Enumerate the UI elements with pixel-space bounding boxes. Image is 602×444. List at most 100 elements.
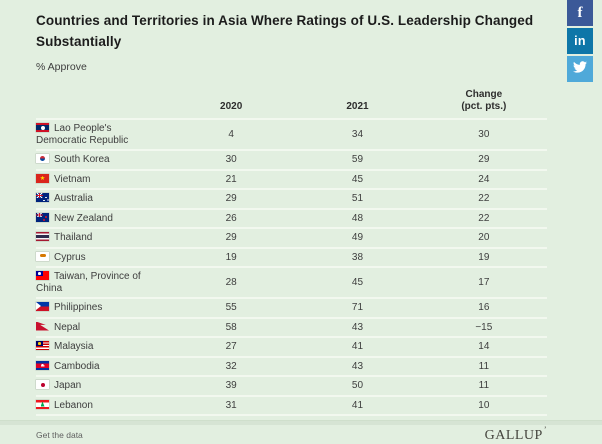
table-row: Malaysia 27 41 14 [36, 338, 547, 358]
linkedin-icon: in [574, 34, 586, 48]
country-cell: Cyprus [36, 251, 154, 264]
data-table: 2020 2021 Change (pct. pts.) Lao People'… [36, 85, 547, 416]
get-the-data-link[interactable]: Get the data [36, 429, 83, 440]
column-header-2020: 2020 [220, 101, 243, 112]
country-name: Japan [54, 380, 82, 391]
value-2021: 48 [351, 212, 364, 224]
country-name: South Korea [54, 154, 110, 165]
value-2020: 29 [225, 193, 237, 205]
twitter-share-button[interactable] [567, 56, 593, 82]
country-cell: Australia [36, 193, 154, 205]
value-2021: 38 [351, 251, 364, 263]
facebook-share-button[interactable]: f [567, 0, 593, 26]
country-name: New Zealand [54, 212, 113, 224]
country-cell: Cambodia [36, 360, 154, 373]
country-cell: Taiwan, Province of China [36, 271, 154, 294]
table-row: Taiwan, Province of China 28 45 17 [36, 268, 547, 299]
table-row: Lebanon 31 41 10 [36, 397, 547, 416]
country-flag-icon [36, 321, 49, 331]
country-flag-icon [36, 399, 49, 409]
card-footer: Get the data GALLUP’ [36, 425, 547, 444]
value-2020: 26 [225, 212, 237, 224]
country-flag-icon [36, 360, 49, 370]
value-change: 14 [478, 341, 490, 353]
country-flag-icon [36, 212, 49, 222]
value-2021: 43 [351, 360, 364, 372]
table-row: South Korea 30 59 29 [36, 151, 547, 171]
country-cell: Nepal [36, 321, 154, 334]
column-header-change-line2: (pct. pts.) [461, 101, 507, 112]
value-2020: 27 [225, 341, 237, 353]
country-cell: Lao People's Democratic Republic [36, 123, 154, 146]
value-change: 17 [478, 277, 490, 288]
facebook-icon: f [577, 4, 583, 21]
value-change: 10 [478, 399, 490, 411]
gallup-trademark-tick: ’ [543, 425, 547, 434]
country-cell: Vietnam [36, 173, 154, 186]
country-name: Thailand [54, 232, 93, 243]
value-change: 16 [478, 302, 490, 314]
country-flag-icon [36, 123, 49, 132]
value-2020: 39 [225, 380, 237, 392]
column-header-change: Change (pct. pts.) [421, 89, 547, 113]
value-change: 22 [478, 212, 490, 224]
country-name: Nepal [54, 321, 81, 333]
value-2021: 41 [351, 399, 364, 411]
value-2020: 58 [225, 321, 237, 333]
value-2021: 45 [351, 277, 364, 288]
country-cell: Philippines [36, 302, 154, 314]
country-flag-icon [36, 251, 49, 261]
value-change: 22 [478, 193, 490, 205]
value-2020: 28 [225, 277, 237, 288]
chart-subtitle: % Approve [36, 61, 87, 73]
table-row: Vietnam 21 45 24 [36, 171, 547, 190]
value-2021: 51 [351, 193, 364, 205]
value-2021: 45 [351, 173, 364, 185]
table-row: Nepal 58 43 −15 [36, 319, 547, 338]
table-row: Thailand 29 49 20 [36, 229, 547, 249]
table-row: Japan 39 50 11 [36, 377, 547, 397]
twitter-bird-icon [573, 60, 588, 79]
value-change: −15 [475, 321, 493, 333]
country-flag-icon [36, 232, 49, 241]
linkedin-share-button[interactable]: in [567, 28, 593, 54]
value-change: 11 [478, 380, 490, 392]
country-name: Lebanon [54, 399, 93, 411]
gallup-table-card: f in Countries and Territories in Asia W… [0, 0, 602, 425]
country-flag-icon [36, 380, 49, 389]
value-2020: 29 [225, 232, 237, 244]
table-header-row: 2020 2021 Change (pct. pts.) [36, 85, 547, 120]
country-flag-icon [36, 302, 49, 311]
country-cell: Malaysia [36, 341, 154, 353]
value-2021: 50 [351, 380, 364, 392]
table-row: Cambodia 32 43 11 [36, 358, 547, 377]
country-name: Cyprus [54, 251, 86, 263]
country-cell: South Korea [36, 154, 154, 166]
value-2021: 59 [351, 154, 364, 166]
value-2020: 21 [225, 173, 237, 185]
value-change: 20 [478, 232, 490, 244]
table-row: Lao People's Democratic Republic 4 34 30 [36, 120, 547, 151]
country-cell: Japan [36, 380, 154, 392]
country-name: Philippines [54, 302, 103, 313]
country-name: Malaysia [54, 341, 94, 352]
column-header-change-line1: Change [465, 89, 503, 100]
value-change: 19 [478, 251, 490, 263]
country-cell: Lebanon [36, 399, 154, 412]
country-cell: Thailand [36, 232, 154, 244]
value-2021: 41 [351, 341, 364, 353]
value-2021: 43 [351, 321, 364, 333]
table-row: Cyprus 19 38 19 [36, 249, 547, 268]
country-flag-icon [36, 341, 49, 350]
social-share-bar: f in [567, 0, 593, 82]
country-flag-icon [36, 193, 49, 202]
value-2020: 19 [225, 251, 237, 263]
country-cell: New Zealand [36, 212, 154, 225]
table-row: Australia 29 51 22 [36, 190, 547, 210]
country-name: Lao People's Democratic Republic [36, 123, 129, 146]
value-2020: 30 [225, 154, 237, 166]
table-row: Philippines 55 71 16 [36, 299, 547, 319]
country-flag-icon [36, 154, 49, 163]
value-2021: 71 [351, 302, 364, 314]
value-2021: 34 [351, 129, 364, 140]
